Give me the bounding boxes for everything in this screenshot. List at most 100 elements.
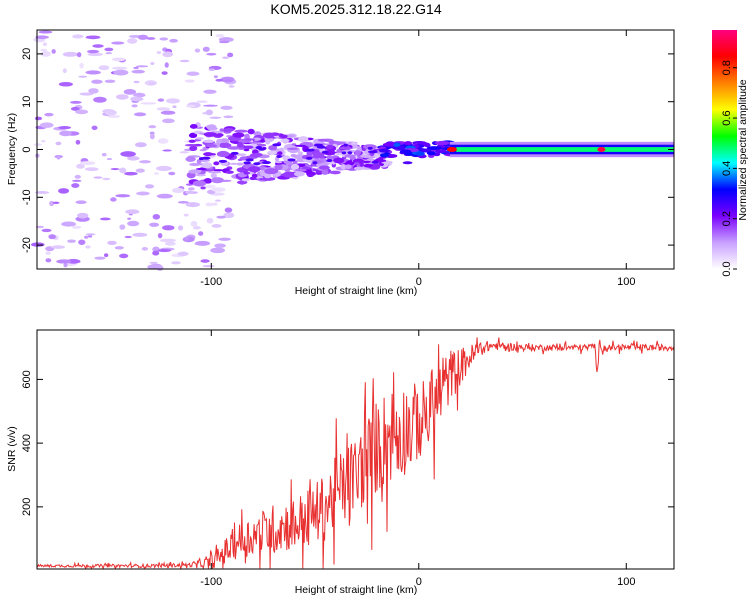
noise-cell (172, 187, 185, 194)
cluster-cell (243, 148, 250, 152)
cluster-cell (236, 162, 244, 166)
cluster-cell (235, 153, 247, 156)
cluster-hotspot (371, 160, 379, 164)
band-cell (435, 149, 447, 154)
cluster-cell (317, 138, 329, 142)
cluster-cell (294, 168, 307, 172)
cluster-cell (344, 164, 352, 170)
band-cell (415, 151, 425, 156)
cluster-cell (205, 143, 217, 148)
cluster-cell (199, 132, 205, 135)
noise-cell (223, 115, 234, 119)
noise-cell (204, 184, 216, 189)
band-cell (378, 148, 390, 153)
cluster-cell (192, 180, 206, 187)
noise-cell (184, 79, 195, 83)
noise-cell (160, 110, 176, 115)
noise-cell (69, 100, 82, 104)
spectrogram-y-tick-label: -20 (21, 237, 33, 253)
cluster-cell (234, 129, 248, 133)
noise-cell (51, 245, 66, 249)
noise-cell (215, 34, 225, 38)
cluster-cell (237, 141, 244, 148)
noise-cell (162, 225, 175, 231)
cluster-cell (321, 169, 329, 175)
spectrogram-y-tick-label: 10 (21, 96, 33, 108)
noise-cell (93, 176, 103, 179)
noise-cell (85, 70, 101, 75)
noise-cell (76, 163, 85, 169)
noise-cell (149, 133, 155, 140)
colorbar-tick-label: 0.6 (721, 110, 733, 125)
noise-cell (112, 66, 128, 70)
noise-cell (162, 51, 174, 58)
noise-cell (45, 258, 52, 263)
band-cell (382, 142, 397, 147)
noise-cell (113, 69, 129, 76)
cluster-hotspot (243, 161, 251, 165)
noise-cell (135, 142, 147, 148)
cluster-cell (263, 173, 272, 179)
noise-cell (203, 89, 217, 94)
cluster-cell (293, 171, 305, 177)
cluster-cell (187, 187, 195, 191)
noise-cell (223, 212, 235, 219)
cluster-cell (212, 169, 224, 172)
cluster-cell (188, 169, 202, 174)
noise-cell (78, 75, 88, 78)
noise-cell (79, 161, 96, 166)
colorbar: 0.0 0.2 0.4 0.6 0.8 Normalized spectral ampl… (712, 30, 749, 277)
cluster-cell (319, 165, 330, 170)
cluster-hotspot (321, 150, 329, 154)
cluster-cell (196, 159, 202, 164)
cluster-cell (262, 132, 276, 139)
cluster-cell (185, 156, 196, 162)
noise-cell (127, 38, 138, 44)
cluster-cell (216, 133, 224, 137)
cluster-cell (333, 157, 345, 164)
cluster-cell (229, 162, 238, 165)
noise-cell (150, 61, 155, 66)
noise-cell (40, 48, 48, 52)
cluster-cell (243, 138, 256, 141)
noise-cell (84, 167, 99, 172)
band-cell (395, 145, 406, 150)
band-cell (379, 153, 390, 158)
cluster-cell (277, 151, 283, 156)
noise-cell (139, 160, 152, 164)
cluster-cell (306, 150, 313, 157)
noise-cell (133, 66, 139, 70)
noise-cell (40, 51, 51, 57)
noise-cell (157, 248, 172, 253)
cluster-cell (290, 163, 300, 171)
noise-cell (120, 151, 136, 157)
noise-cell (203, 104, 218, 107)
noise-cell (179, 59, 190, 63)
noise-cell (34, 116, 43, 121)
cluster-cell (195, 167, 207, 171)
snr-series-line (36, 337, 675, 571)
cluster-cell (195, 174, 207, 177)
noise-cell (87, 235, 93, 238)
cluster-cell (278, 134, 288, 138)
noise-cell (141, 102, 157, 105)
noise-cell (177, 200, 189, 204)
noise-cell (153, 172, 160, 175)
noise-cell (76, 212, 89, 219)
cluster-cell (188, 139, 196, 143)
noise-cell (67, 239, 77, 243)
carrier-peak (597, 147, 606, 152)
noise-cell (162, 118, 175, 124)
cluster-cell (189, 124, 198, 129)
noise-cell (218, 237, 231, 241)
noise-cell (171, 261, 181, 265)
cluster-cell (294, 144, 307, 147)
noise-cell (189, 162, 201, 167)
noise-cell (84, 235, 89, 239)
noise-cell (38, 30, 53, 34)
cluster-cell (307, 173, 314, 178)
noise-cell (85, 245, 91, 249)
noise-cell (149, 222, 160, 227)
noise-cell (224, 207, 233, 213)
